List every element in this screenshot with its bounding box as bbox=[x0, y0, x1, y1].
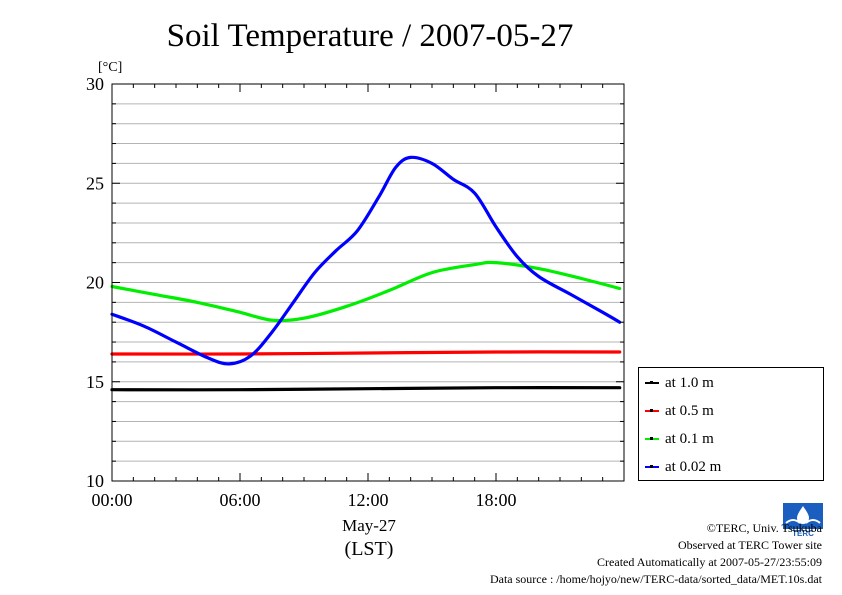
chart-title: Soil Temperature / 2007-05-27 bbox=[167, 18, 574, 54]
y-tick-label: 30 bbox=[86, 74, 104, 94]
credit-observed: Observed at TERC Tower site bbox=[677, 538, 822, 552]
chart-legend: at 1.0 m at 0.5 m at 0.1 m at 0.02 m bbox=[638, 367, 824, 481]
legend-label-1m: at 1.0 m bbox=[665, 374, 714, 391]
series-line-1 bbox=[110, 350, 622, 356]
y-tick-label: 15 bbox=[86, 372, 104, 392]
legend-item-002m: at 0.02 m bbox=[645, 457, 721, 477]
legend-swatch-1m bbox=[645, 381, 659, 384]
x-axis-label: (LST) bbox=[345, 538, 394, 560]
credit-created: Created Automatically at 2007-05-27/23:5… bbox=[597, 555, 822, 569]
legend-label-002m: at 0.02 m bbox=[665, 458, 722, 475]
x-axis-date-label: May-27 bbox=[342, 516, 396, 535]
x-tick-label: 12:00 bbox=[347, 490, 388, 510]
y-axis-ticks: 10 15 20 25 30 bbox=[86, 74, 624, 491]
y-axis-label: [°C] bbox=[98, 60, 122, 75]
y-tick-label: 20 bbox=[86, 273, 104, 293]
series-line-3 bbox=[110, 155, 622, 366]
x-tick-label: 00:00 bbox=[91, 490, 132, 510]
series-line-2 bbox=[110, 260, 622, 323]
legend-item-01m: at 0.1 m bbox=[645, 429, 714, 449]
logo-text: TERC bbox=[792, 529, 814, 537]
terc-logo-icon: TERC bbox=[783, 503, 823, 537]
series-line-0 bbox=[110, 386, 622, 392]
legend-swatch-002m bbox=[645, 465, 659, 468]
legend-label-05m: at 0.5 m bbox=[665, 402, 714, 419]
series-lines bbox=[110, 155, 622, 392]
legend-swatch-05m bbox=[645, 409, 659, 412]
y-tick-label: 25 bbox=[86, 173, 104, 193]
x-tick-label: 18:00 bbox=[475, 490, 516, 510]
x-tick-label: 06:00 bbox=[219, 490, 260, 510]
legend-label-01m: at 0.1 m bbox=[665, 430, 714, 447]
y-tick-label: 10 bbox=[86, 471, 104, 491]
credit-copyright: ©TERC, Univ. Tsukuba bbox=[706, 521, 822, 535]
credits-block: ©TERC, Univ. Tsukuba Observed at TERC To… bbox=[490, 520, 822, 588]
x-axis-ticks: 00:00 06:00 12:00 18:00 bbox=[91, 84, 625, 510]
legend-item-05m: at 0.5 m bbox=[645, 401, 714, 421]
legend-swatch-01m bbox=[645, 437, 659, 440]
legend-item-1m: at 1.0 m bbox=[645, 373, 714, 393]
credit-source: Data source : /home/hojyo/new/TERC-data/… bbox=[489, 572, 822, 586]
grid-lines bbox=[112, 103, 624, 462]
